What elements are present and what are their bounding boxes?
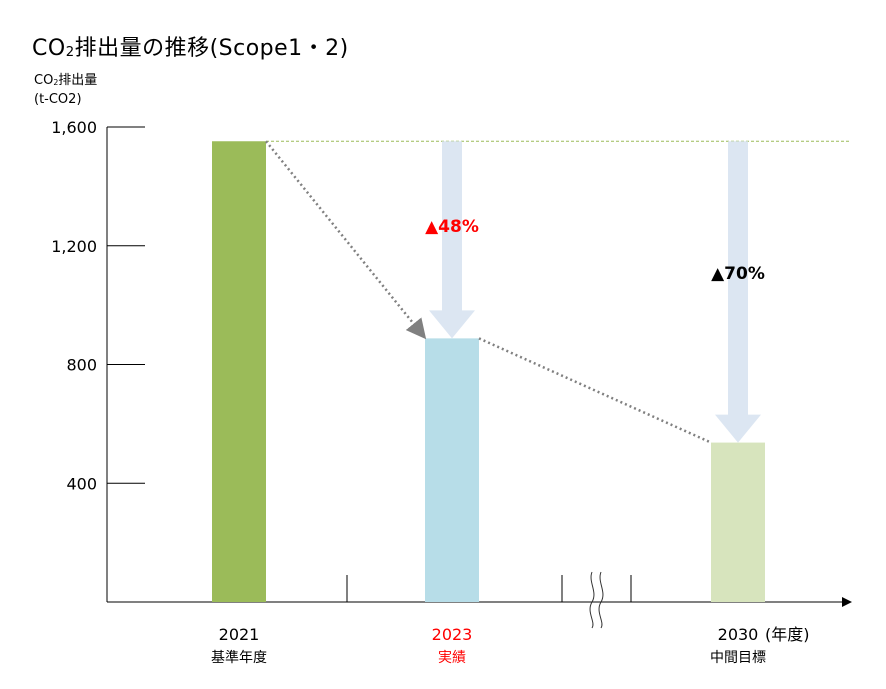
x-category-sublabel: 実績 [438, 650, 466, 666]
y-tick-label: 1,600 [51, 118, 97, 137]
axis-break-mark [589, 571, 595, 629]
x-category-year: 2023 [432, 625, 473, 644]
bar-2023 [425, 338, 479, 602]
x-axis-arrowhead [842, 597, 852, 607]
x-category-year: 2030 [718, 625, 759, 644]
reduction-arrow-2030 [715, 141, 761, 443]
chart-title: CO2排出量の推移(Scope1・2) [32, 36, 349, 61]
axis-break-mark [598, 571, 604, 629]
x-category-sublabel: 基準年度 [211, 649, 267, 666]
trend-line-2021-2023 [265, 140, 427, 340]
x-axis-unit-suffix: (年度) [765, 625, 810, 644]
reduction-percent-label: ▲48% [425, 217, 479, 237]
x-category-year: 2021 [219, 625, 260, 644]
y-tick-label: 1,200 [51, 237, 97, 256]
reduction-percent-label: ▲70% [711, 264, 765, 284]
y-tick-label: 400 [66, 474, 97, 493]
bar-2021 [212, 141, 266, 602]
y-tick-label: 800 [66, 356, 97, 375]
bar-2030 [711, 442, 765, 602]
x-category-sublabel: 中間目標 [710, 650, 766, 666]
trend-line-2023-2030 [478, 337, 712, 444]
reduction-arrow-2023 [429, 141, 475, 339]
y-axis-unit-label: CO2排出量 (t-CO2) [34, 73, 98, 107]
